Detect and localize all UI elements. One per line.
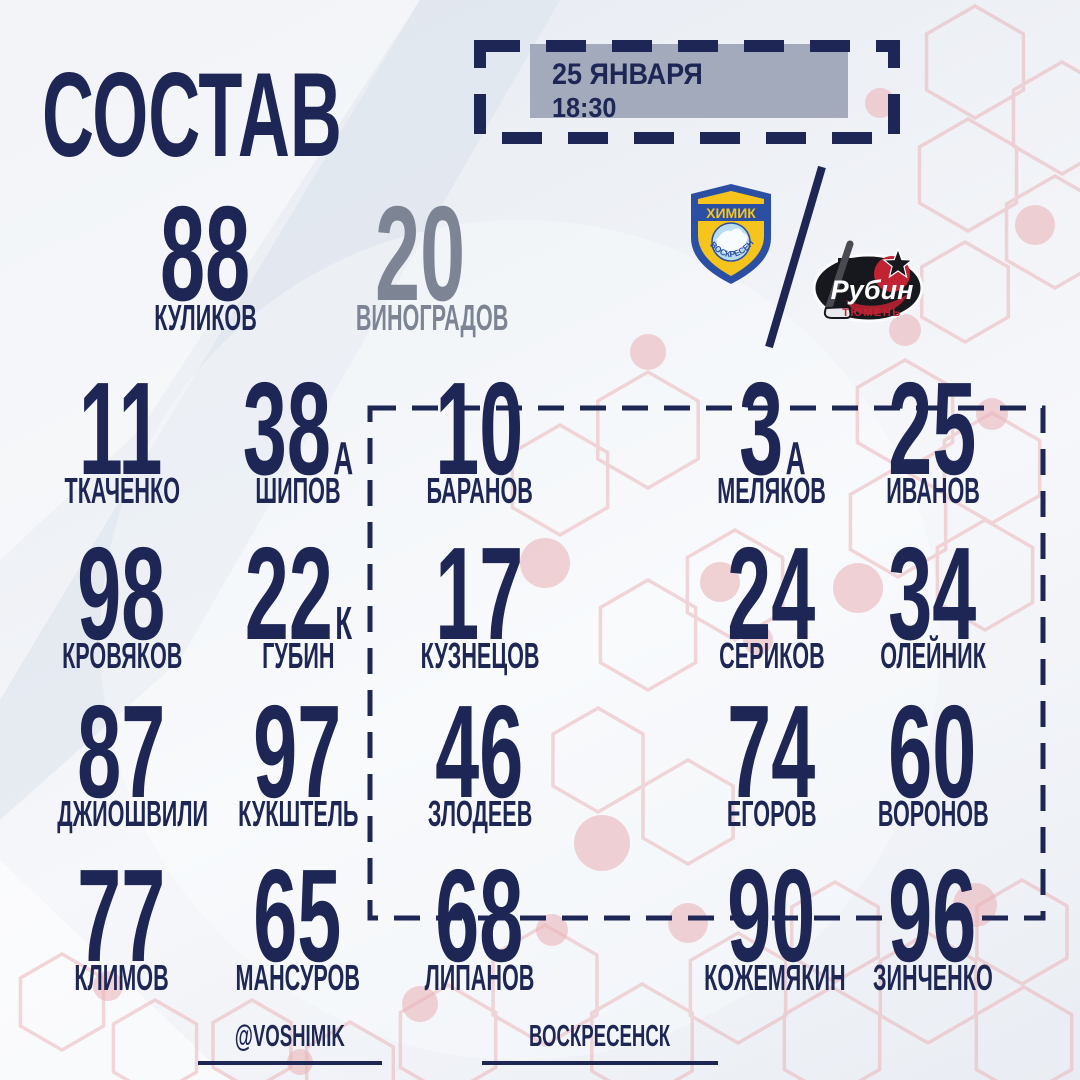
footer-social-handle: @VOSHIMIK xyxy=(140,1018,440,1065)
player-card: 34 ОЛЕЙНИК xyxy=(818,528,1048,689)
player-number: 3А xyxy=(738,355,806,502)
rubin-star-icon xyxy=(882,247,914,279)
player-number: 60 xyxy=(887,678,976,825)
player-number: 68 xyxy=(434,842,523,989)
player-card: 74 ЕГОРОВ xyxy=(657,686,887,847)
match-date: 25 ЯНВАРЯ xyxy=(552,58,703,91)
player-number: 22К xyxy=(244,520,352,667)
player-name: ОЛЕЙНИК xyxy=(880,635,986,676)
player-number: 17 xyxy=(434,520,523,667)
player-name: ЕГОРОВ xyxy=(727,793,817,834)
player-number: 97 xyxy=(252,678,341,825)
match-info: 25 ЯНВАРЯ 18:30 xyxy=(552,58,720,123)
player-name: КОЖЕМЯКИН xyxy=(704,957,846,998)
player-card: 97 КУКШТЕЛЬ xyxy=(183,686,413,847)
rubin-logo: Рубин ТЮМЕНЬ xyxy=(812,240,924,323)
player-card: 90 КОЖЕМЯКИН xyxy=(657,850,887,1011)
player-card: 46 ЗЛОДЕЕВ xyxy=(365,686,595,847)
player-name: КУЗНЕЦОВ xyxy=(420,635,540,676)
player-card: 98 КРОВЯКОВ xyxy=(7,528,237,689)
player-number: 74 xyxy=(726,678,815,825)
player-number: 98 xyxy=(76,520,165,667)
himik-name-label: ХИМИК xyxy=(706,205,756,221)
player-name: БАРАНОВ xyxy=(426,470,534,511)
player-card: 3А МЕЛЯКОВ xyxy=(657,363,887,524)
himik-logo: ХИМИК ВОСКРЕСЕНСК xyxy=(685,182,771,284)
date-box-fill xyxy=(530,44,848,118)
molecule-dots xyxy=(93,88,1055,1075)
himik-globe-map xyxy=(716,228,748,253)
player-number: 25 xyxy=(887,355,976,502)
player-card: 24 СЕРИКОВ xyxy=(657,528,887,689)
goalie-card-starting: 88 КУЛИКОВ xyxy=(90,178,320,338)
player-letter: К xyxy=(334,597,352,649)
date-box-dashed-border xyxy=(474,40,900,144)
player-card: 22К ГУБИН xyxy=(183,528,413,689)
goalie-number: 20 xyxy=(374,178,466,329)
player-card: 96 ЗИНЧЕНКО xyxy=(818,850,1048,1011)
player-number: 46 xyxy=(434,678,523,825)
player-number: 96 xyxy=(887,842,976,989)
versus-slash-icon xyxy=(765,165,826,349)
player-card: 11 ТКАЧЕНКО xyxy=(7,363,237,524)
himik-banner xyxy=(698,204,764,221)
page-title: СОСТАВ xyxy=(42,48,342,182)
roster-dashed-box xyxy=(367,405,1046,921)
player-number: 77 xyxy=(76,842,165,989)
goalie-name: КУЛИКОВ xyxy=(153,297,257,338)
rubin-name-label: Рубин xyxy=(831,275,914,305)
rubin-stick-shaft xyxy=(824,240,854,314)
player-name: ШИПОВ xyxy=(255,470,341,511)
rubin-city-label: ТЮМЕНЬ xyxy=(842,307,901,319)
player-name: СЕРИКОВ xyxy=(719,635,825,676)
player-name: КУКШТЕЛЬ xyxy=(237,793,359,834)
player-card: 25 ИВАНОВ xyxy=(818,363,1048,524)
player-card: 65 МАНСУРОВ xyxy=(183,850,413,1011)
player-name: ЛИПАНОВ xyxy=(425,957,535,998)
player-card: 77 КЛИМОВ xyxy=(7,850,237,1011)
player-card: 38А ШИПОВ xyxy=(183,363,413,524)
player-number: 34 xyxy=(887,520,976,667)
player-card: 87 ДЖИОШВИЛИ xyxy=(7,686,237,847)
player-card: 60 ВОРОНОВ xyxy=(818,686,1048,847)
player-card: 17 КУЗНЕЦОВ xyxy=(365,528,595,689)
match-time: 18:30 xyxy=(552,92,617,123)
player-name: ИВАНОВ xyxy=(886,470,980,511)
player-number: 65 xyxy=(252,842,341,989)
player-number: 11 xyxy=(78,355,163,502)
footer-city: ВОСКРЕСЕНСК xyxy=(450,1018,750,1065)
player-letter: А xyxy=(333,432,354,484)
rubin-stick-blade xyxy=(823,305,852,319)
player-name: ДЖИОШВИЛИ xyxy=(57,793,208,834)
player-name: ЗИНЧЕНКО xyxy=(873,957,993,998)
player-name: МЕЛЯКОВ xyxy=(717,470,827,511)
goalie-name: ВИНОГРАДОВ xyxy=(355,297,509,338)
goalie-number: 88 xyxy=(159,178,251,329)
player-card: 68 ЛИПАНОВ xyxy=(365,850,595,1011)
player-name: КРОВЯКОВ xyxy=(61,635,183,676)
player-letter: А xyxy=(785,432,806,484)
player-card: 10 БАРАНОВ xyxy=(365,363,595,524)
player-name: МАНСУРОВ xyxy=(235,957,361,998)
player-number: 38А xyxy=(242,355,354,502)
player-number: 10 xyxy=(434,355,523,502)
rubin-red-swoosh xyxy=(846,294,908,315)
player-name: ЗЛОДЕЕВ xyxy=(427,793,533,834)
player-name: ГУБИН xyxy=(261,635,335,676)
player-name: ТКАЧЕНКО xyxy=(64,470,180,511)
player-name: ВОРОНОВ xyxy=(877,793,989,834)
player-name: КЛИМОВ xyxy=(74,957,170,998)
player-number: 87 xyxy=(76,678,165,825)
background-streaks xyxy=(0,0,940,1080)
player-number: 90 xyxy=(726,842,815,989)
player-number: 24 xyxy=(726,520,815,667)
goalie-card-backup: 20 ВИНОГРАДОВ xyxy=(305,178,535,338)
